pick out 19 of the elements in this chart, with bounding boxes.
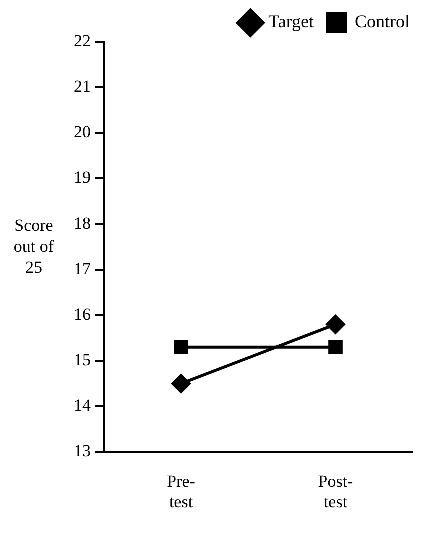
y-tick-label: 14 [74, 396, 92, 416]
point [326, 315, 346, 334]
y-tick-label: 19 [74, 168, 91, 188]
point [328, 340, 343, 355]
x-tick-label: Pre- test [167, 472, 196, 512]
y-tick-label: 21 [74, 77, 91, 96]
y-tick-label: 17 [74, 259, 92, 278]
y-tick-label: 16 [74, 304, 91, 324]
point [172, 374, 191, 394]
y-tick-label: 18 [74, 214, 91, 233]
y-tick-label: 15 [74, 350, 91, 370]
y-tick-label: 13 [74, 442, 91, 461]
y-tick-label: 20 [74, 122, 91, 142]
legend-label: Target [268, 12, 314, 32]
y-axis-title: Score out of 25 [12, 215, 56, 278]
legend-label: Control [355, 12, 410, 32]
x-tick-label: Post- test [318, 472, 354, 512]
point [174, 340, 188, 355]
y-tick-label: 22 [74, 31, 91, 50]
